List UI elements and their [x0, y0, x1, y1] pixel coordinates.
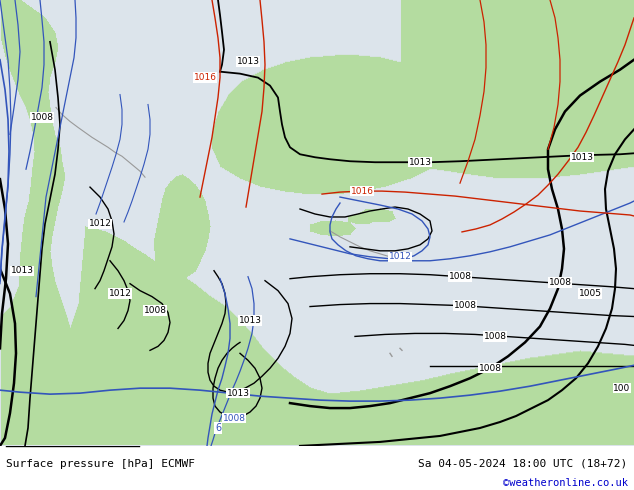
Text: 1016: 1016 — [351, 187, 373, 196]
Text: 1008: 1008 — [143, 306, 167, 315]
Text: 1008: 1008 — [448, 272, 472, 281]
Text: 1008: 1008 — [453, 301, 477, 310]
Text: 1016: 1016 — [193, 73, 216, 82]
Text: 1008: 1008 — [479, 364, 501, 373]
Text: 1008: 1008 — [484, 332, 507, 341]
Text: 6: 6 — [215, 423, 221, 433]
Text: 1013: 1013 — [11, 266, 34, 275]
Text: 1012: 1012 — [89, 220, 112, 228]
Text: 1012: 1012 — [389, 252, 411, 261]
Text: Sa 04-05-2024 18:00 UTC (18+72): Sa 04-05-2024 18:00 UTC (18+72) — [418, 459, 628, 468]
Text: 100: 100 — [613, 384, 631, 392]
Text: 1013: 1013 — [571, 153, 593, 162]
Text: 1008: 1008 — [30, 113, 53, 122]
Text: 1013: 1013 — [236, 57, 259, 66]
Text: Surface pressure [hPa] ECMWF: Surface pressure [hPa] ECMWF — [6, 459, 195, 468]
Text: 1013: 1013 — [408, 158, 432, 167]
Text: 1005: 1005 — [578, 289, 602, 298]
Text: 1008: 1008 — [548, 278, 571, 287]
Text: 1013: 1013 — [226, 389, 250, 398]
Text: 1013: 1013 — [238, 316, 261, 325]
Text: 1008: 1008 — [223, 414, 245, 422]
Text: ©weatheronline.co.uk: ©weatheronline.co.uk — [503, 478, 628, 488]
Text: 1012: 1012 — [108, 289, 131, 298]
